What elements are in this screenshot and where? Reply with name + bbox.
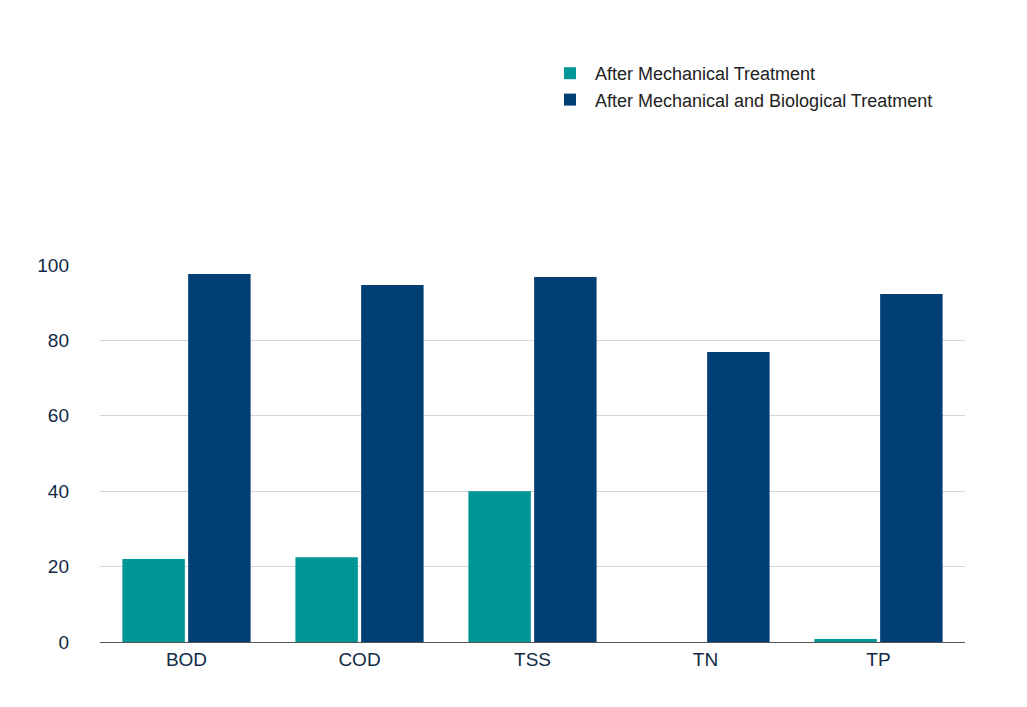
svg-text:After Mechanical Treatment: After Mechanical Treatment <box>595 64 815 84</box>
svg-text:After Mechanical and Biologica: After Mechanical and Biological Treatmen… <box>595 91 932 111</box>
svg-text:BOD: BOD <box>166 649 207 670</box>
svg-text:COD: COD <box>338 649 380 670</box>
svg-text:20: 20 <box>48 556 69 577</box>
svg-text:100: 100 <box>37 255 69 276</box>
svg-text:TN: TN <box>693 649 718 670</box>
svg-text:TSS: TSS <box>514 649 551 670</box>
svg-text:40: 40 <box>48 481 69 502</box>
svg-text:80: 80 <box>48 330 69 351</box>
svg-text:60: 60 <box>48 405 69 426</box>
svg-text:0: 0 <box>58 632 69 653</box>
svg-text:TP: TP <box>866 649 890 670</box>
